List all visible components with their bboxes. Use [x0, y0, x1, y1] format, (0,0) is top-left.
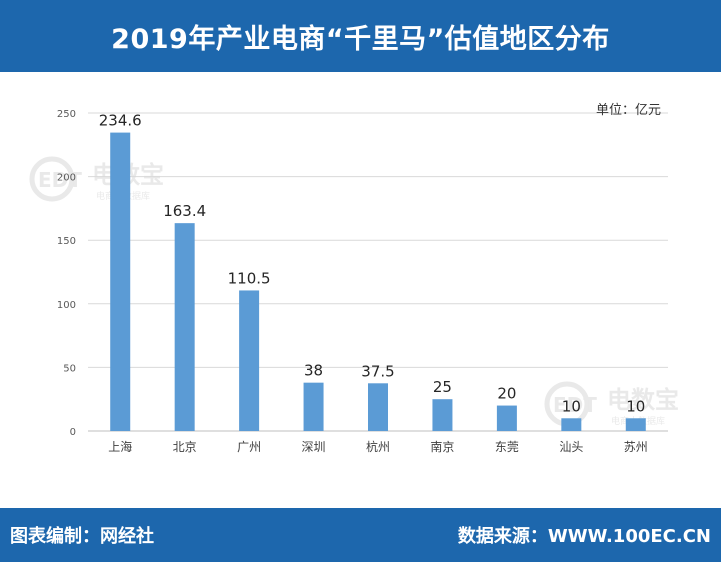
data-label: 10 [562, 397, 581, 415]
y-tick-label: 100 [57, 300, 76, 311]
bar [110, 132, 131, 431]
bar [368, 383, 388, 431]
x-tick-label: 广州 [237, 440, 261, 454]
value-labels: 234.6 163.4 110.5 38 37.5 25 20 10 10 [99, 112, 646, 416]
bar [561, 418, 582, 431]
bar [239, 290, 260, 431]
bar [303, 382, 324, 431]
watermark-logo-text: EDT [553, 393, 597, 417]
watermark-logo: EDT 电数宝 电商大数据库 [29, 156, 164, 202]
x-tick-label: 杭州 [366, 439, 390, 454]
x-tick-label: 上海 [108, 439, 132, 454]
y-axis: 0 50 100 150 200 250 [57, 109, 76, 438]
footer-source: 数据来源：WWW.100EC.CN [457, 526, 711, 547]
x-tick-label: 苏州 [624, 440, 648, 454]
data-label: 234.6 [99, 112, 142, 130]
data-label: 110.5 [228, 269, 271, 287]
footer-credit: 图表编制：网经社 [10, 526, 154, 547]
bar [432, 399, 453, 431]
data-label: 20 [497, 385, 516, 403]
watermark-logo-text: EDT [38, 168, 82, 192]
watermark-brand: 电数宝 [607, 386, 679, 414]
bar-chart: EDT 电数宝 电商大数据库 EDT 电数宝 电商大数据库 0501001502… [29, 103, 679, 454]
bar [174, 223, 195, 431]
data-label: 10 [626, 397, 645, 415]
y-tick-label: 50 [63, 363, 76, 374]
data-label: 38 [304, 362, 323, 380]
y-tick-label: 200 [57, 173, 76, 184]
footer-band: 图表编制：网经社 数据来源：WWW.100EC.CN [0, 508, 721, 562]
x-tick-label: 东莞 [495, 440, 519, 454]
x-tick-label: 南京 [430, 439, 454, 454]
chart-title-band: 2019年产业电商“千里马”估值地区分布 [0, 0, 721, 72]
data-label: 25 [433, 378, 452, 396]
bar [496, 405, 517, 431]
bars [110, 132, 646, 431]
page-title: 2019年产业电商“千里马”估值地区分布 [111, 23, 610, 55]
bar [625, 418, 646, 431]
y-tick-label: 0 [70, 427, 76, 438]
x-tick-label: 深圳 [302, 440, 326, 454]
x-axis: 上海 北京 广州 深圳 杭州 南京 东莞 汕头 苏州 [108, 439, 648, 454]
data-label: 163.4 [163, 202, 206, 220]
y-tick-label: 150 [57, 236, 76, 247]
x-tick-label: 汕头 [559, 440, 583, 454]
y-tick-label: 250 [57, 109, 76, 120]
unit-label: 单位：亿元 [596, 103, 661, 118]
data-label: 37.5 [361, 362, 394, 380]
chart-area: EDT 电数宝 电商大数据库 EDT 电数宝 电商大数据库 0501001502… [0, 72, 721, 508]
x-tick-label: 北京 [173, 440, 197, 454]
